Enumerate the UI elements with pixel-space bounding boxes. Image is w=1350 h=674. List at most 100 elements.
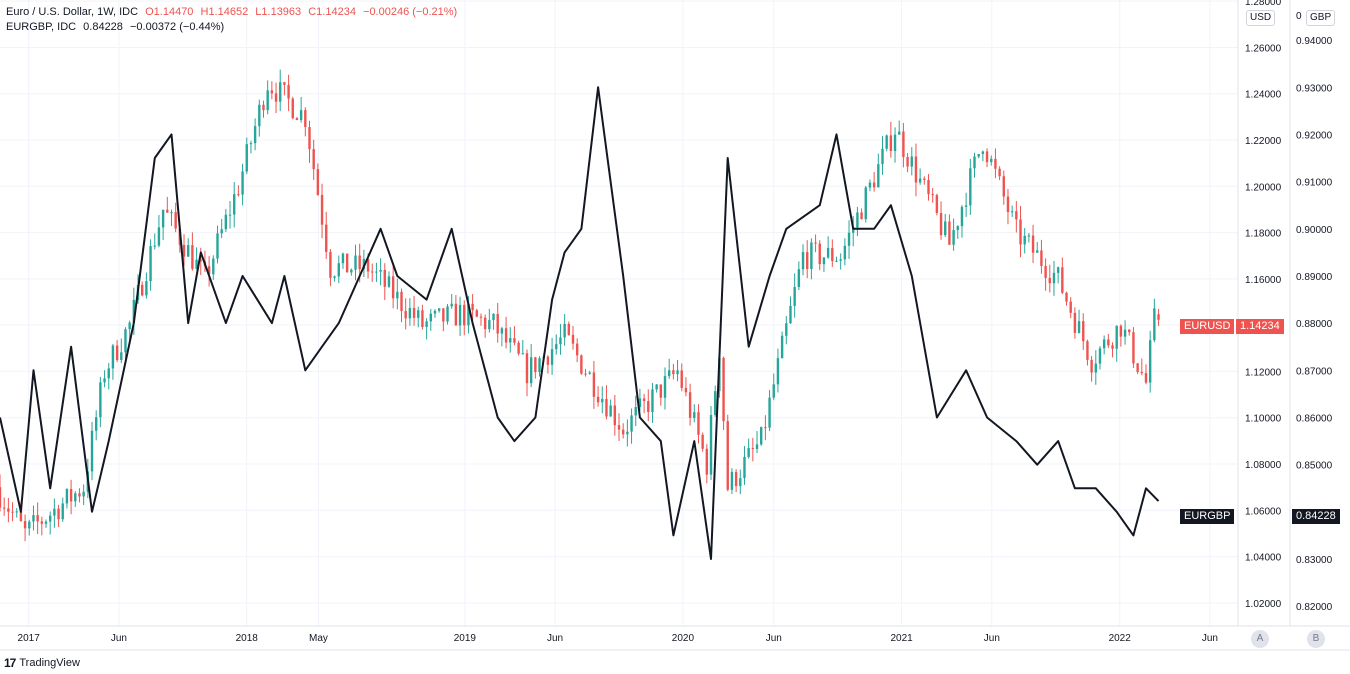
gbp-scale-label[interactable]: GBP [1306, 10, 1336, 26]
candle-body [132, 300, 136, 323]
usd-tick-label: 1.12000 [1245, 367, 1282, 378]
candle-body [32, 515, 35, 522]
candle-body [927, 179, 930, 195]
candle-body [1065, 292, 1068, 302]
gbp-tick-label: 0.83000 [1296, 555, 1333, 566]
candle-body [316, 169, 320, 195]
candle-body [1153, 308, 1156, 341]
candle-body [408, 308, 412, 319]
candle-body [149, 246, 152, 282]
eurgbp-badge-name: EURGBP [1180, 509, 1235, 524]
candle-body [550, 349, 554, 365]
candle-body [329, 251, 332, 278]
candle-body [1094, 363, 1097, 373]
candle-body [44, 521, 48, 524]
candle-body [1119, 325, 1123, 337]
candle-body [651, 389, 654, 412]
time-tick-label: 2021 [890, 633, 913, 644]
candle-body [525, 353, 529, 384]
candle-body [496, 313, 499, 334]
gbp-scale-settings[interactable]: 0 [1296, 11, 1302, 22]
usd-tick-label: 1.24000 [1245, 90, 1282, 101]
candle-body [789, 305, 792, 324]
candle-body [166, 209, 169, 213]
candle-body [538, 358, 541, 373]
candle-body [956, 226, 959, 230]
candle-body [764, 427, 767, 429]
candle-body [1128, 329, 1131, 333]
candle-body [341, 253, 345, 264]
candle-body [191, 245, 194, 269]
usd-tick-label: 1.22000 [1245, 136, 1282, 147]
candle-body [609, 405, 612, 417]
candle-body [454, 303, 458, 326]
candle-body [521, 353, 525, 355]
candle-body [797, 269, 801, 288]
candle-body [400, 291, 403, 312]
candle-body [224, 214, 228, 230]
candle-body [0, 487, 2, 508]
candle-body [11, 511, 14, 513]
candle-body [893, 134, 897, 152]
candle-body [488, 320, 491, 330]
candle-body [187, 245, 190, 257]
gbp-tick-label: 0.86000 [1296, 413, 1333, 424]
candle-body [914, 156, 918, 183]
candle-body [1157, 314, 1160, 320]
usd-tick-label: 1.20000 [1245, 182, 1282, 193]
time-tick-label: Jun [111, 633, 127, 644]
candle-body [325, 224, 328, 252]
candle-body [141, 284, 144, 296]
candle-body [1148, 340, 1152, 383]
usd-tick-label: 1.08000 [1245, 460, 1282, 471]
candle-body [174, 212, 177, 229]
candle-body [463, 304, 466, 326]
candle-body [383, 269, 386, 287]
candle-body [509, 338, 512, 343]
candle-body [396, 291, 399, 299]
candle-body [973, 156, 976, 169]
candle-body [1006, 196, 1010, 213]
candle-body [563, 323, 566, 338]
candle-body [61, 503, 64, 520]
candle-body [471, 303, 474, 311]
candle-body [28, 521, 31, 529]
candle-body [969, 168, 972, 206]
candle-body [529, 357, 533, 384]
candle-body [195, 259, 198, 269]
candle-body [931, 194, 934, 196]
candle-body [659, 384, 663, 398]
tradingview-logo-icon[interactable]: 17 [4, 656, 16, 670]
candle-body [483, 317, 487, 330]
legend-eurusd: Euro / U.S. Dollar, 1W, IDC O1.14470 H1.… [6, 6, 461, 18]
candle-body [53, 508, 56, 516]
candle-body [237, 194, 240, 196]
scale-b-button[interactable]: B [1307, 630, 1325, 648]
candle-body [667, 370, 671, 377]
candle-body [337, 263, 340, 277]
candle-body [253, 126, 257, 144]
time-tick-label: May [309, 633, 328, 644]
candle-body [69, 489, 73, 502]
candle-body [170, 212, 173, 214]
candle-body [421, 310, 424, 327]
candle-body [559, 337, 562, 345]
candle-body [1036, 250, 1039, 253]
scale-a-button[interactable]: A [1251, 630, 1269, 648]
candle-body [1107, 339, 1110, 346]
candle-body [308, 127, 311, 150]
candle-body [739, 478, 742, 487]
candle-body [266, 90, 269, 111]
tradingview-brand[interactable]: TradingView [19, 657, 80, 669]
candle-body [291, 98, 294, 119]
candle-body [734, 471, 738, 487]
candle-body [642, 398, 646, 402]
candle-body [647, 401, 650, 412]
candle-body [228, 214, 232, 216]
candle-body [212, 258, 215, 275]
candle-body [939, 212, 943, 236]
legend-eurusd-open: O1.14470 [145, 6, 194, 18]
candle-body [747, 448, 750, 457]
usd-scale-label[interactable]: USD [1246, 10, 1276, 26]
